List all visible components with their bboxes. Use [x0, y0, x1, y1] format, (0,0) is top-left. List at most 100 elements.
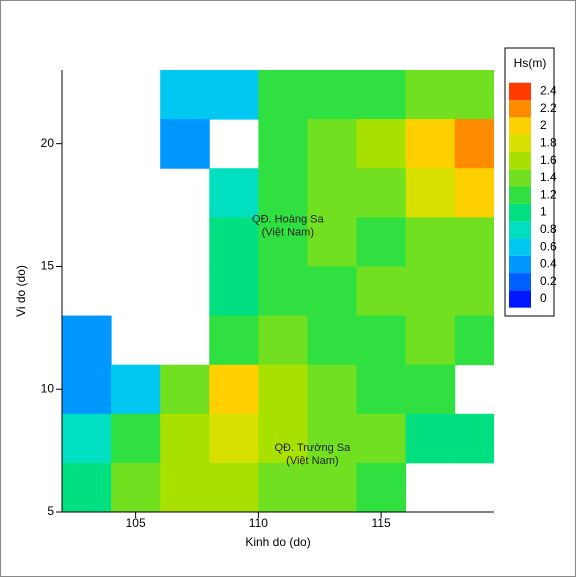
cell	[111, 462, 161, 512]
cell	[307, 364, 358, 415]
cell	[356, 315, 407, 366]
cell	[454, 119, 494, 169]
y-tick-label: 15	[41, 259, 55, 273]
cell	[258, 266, 308, 317]
y-tick-label: 5	[47, 504, 54, 518]
cell	[405, 364, 456, 415]
cell	[258, 364, 308, 415]
x-tick-label: 115	[372, 516, 391, 530]
cell	[454, 266, 494, 317]
cell	[209, 70, 259, 120]
cell	[454, 217, 494, 267]
cell	[258, 217, 308, 267]
cell	[209, 413, 259, 464]
cell	[356, 119, 407, 169]
cell	[405, 413, 456, 464]
colorbar-label: 0.4	[540, 257, 557, 271]
colorbar-swatch	[509, 100, 531, 118]
annotation: (Việt Nam)	[286, 455, 338, 467]
colorbar-swatch	[509, 203, 531, 222]
cell	[405, 217, 456, 267]
colorbar-label: 0.8	[540, 222, 557, 236]
colorbar-swatch	[509, 273, 531, 291]
cell	[405, 266, 456, 317]
annotation: (Việt Nam)	[262, 227, 314, 239]
cell	[209, 217, 259, 267]
cell	[454, 315, 494, 366]
cell	[454, 413, 494, 464]
cell	[209, 462, 259, 512]
x-tick-label: 105	[126, 516, 146, 530]
cell	[209, 315, 259, 366]
y-axis-label: Vi do (do)	[14, 265, 28, 317]
colorbar-swatch	[509, 255, 531, 274]
cell	[160, 70, 210, 120]
colorbar-swatch	[509, 134, 531, 152]
cell	[209, 364, 259, 415]
cell	[209, 168, 259, 218]
cell	[258, 315, 308, 366]
cell	[307, 168, 358, 218]
cell	[356, 217, 407, 267]
colorbar-swatch	[509, 151, 531, 170]
annotation: QĐ. Hoàng Sa	[252, 214, 324, 226]
cell	[111, 413, 161, 464]
cell	[258, 70, 308, 120]
colorbar-swatch	[509, 169, 531, 187]
colorbar-label: 1.4	[540, 170, 557, 184]
colorbar-label: 1.2	[540, 187, 557, 201]
annotation: QĐ. Trường Sa	[275, 442, 352, 454]
cell	[307, 266, 358, 317]
cell	[258, 119, 308, 169]
cell	[405, 315, 456, 366]
cell	[258, 413, 308, 464]
cell	[258, 462, 308, 512]
cell	[454, 70, 494, 120]
cell	[356, 266, 407, 317]
cell	[160, 413, 210, 464]
cell	[160, 462, 210, 512]
colorbar-label: 0	[540, 291, 547, 305]
cell	[356, 70, 407, 120]
cell	[160, 119, 210, 169]
colorbar-swatch	[509, 82, 531, 101]
y-tick-label: 10	[41, 381, 55, 395]
cell	[307, 413, 358, 464]
cell	[160, 364, 210, 415]
cell	[356, 364, 407, 415]
cell	[307, 315, 358, 366]
cell	[356, 462, 407, 512]
x-tick-label: 110	[249, 516, 268, 530]
cell	[356, 413, 407, 464]
x-axis-label: Kinh do (do)	[245, 535, 310, 549]
colorbar-label: 1	[540, 205, 547, 219]
cell	[111, 364, 161, 415]
cell	[405, 119, 456, 169]
cell	[307, 119, 358, 169]
cell	[62, 364, 112, 415]
cell	[454, 168, 494, 218]
colorbar-swatch	[509, 290, 531, 308]
cell	[405, 168, 456, 218]
cell	[209, 266, 259, 317]
colorbar-label: 0.6	[540, 239, 557, 253]
colorbar-title: Hs(m)	[514, 56, 547, 70]
field	[62, 70, 494, 512]
cell	[258, 168, 308, 218]
colorbar-label: 2.2	[540, 101, 557, 115]
colorbar-label: 1.6	[540, 153, 557, 167]
colorbar-swatch	[509, 186, 531, 204]
cell	[62, 315, 112, 366]
y-tick-label: 20	[41, 136, 55, 150]
cell	[307, 70, 358, 120]
colorbar-label: 1.8	[540, 135, 557, 149]
cell	[307, 462, 358, 512]
cell	[405, 70, 456, 120]
colorbar-label: 2	[540, 118, 547, 132]
cell	[356, 168, 407, 218]
colorbar-swatch	[509, 238, 531, 256]
colorbar-label: 2.4	[540, 84, 557, 98]
cell	[307, 217, 358, 267]
cell	[62, 413, 112, 464]
